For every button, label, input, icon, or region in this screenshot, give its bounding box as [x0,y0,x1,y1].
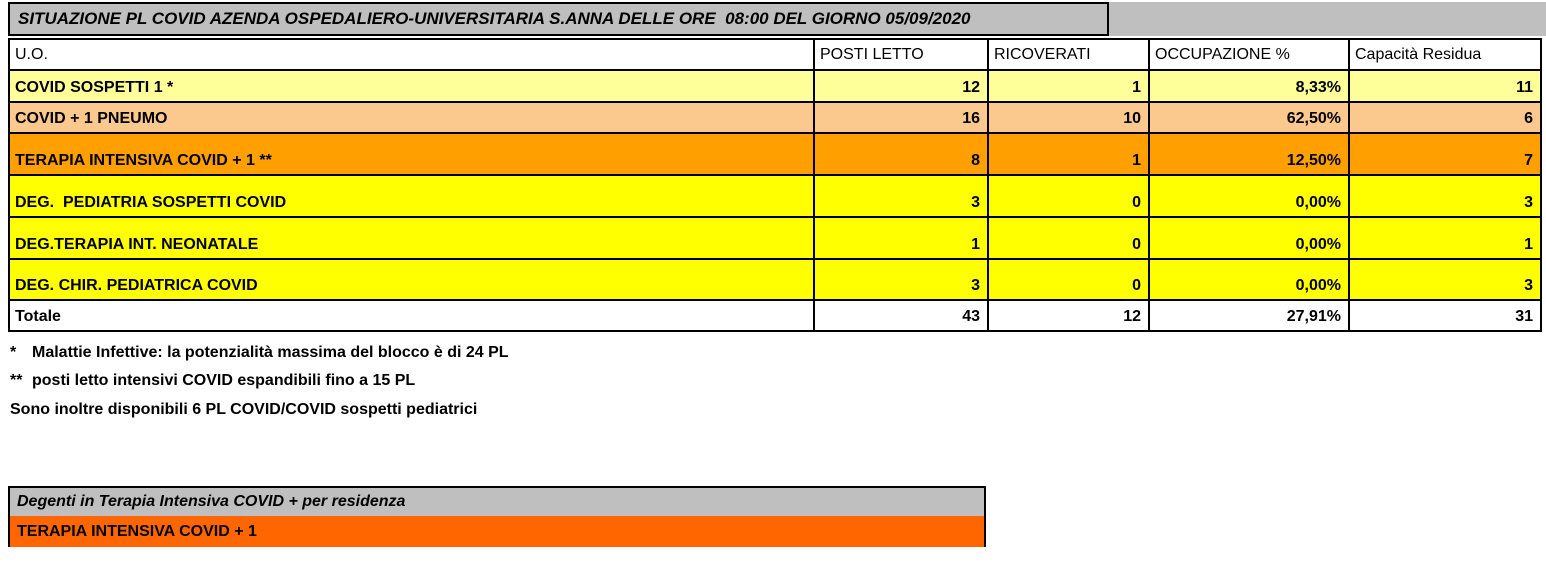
capacita-residua-value: 11 [1348,69,1542,103]
footnote-marker: ** [10,372,23,389]
table-header-row: U.O. POSTI LETTO RICOVERATI OCCUPAZIONE … [8,38,1542,71]
capacita-residua-value: 6 [1348,101,1542,134]
residence-terapia-intensiva-row: TERAPIA INTENSIVA COVID + 1 [8,516,986,547]
ricoverati-value: 10 [987,101,1150,134]
beds-table: U.O. POSTI LETTO RICOVERATI OCCUPAZIONE … [8,38,1542,332]
footnote-malattie-infettive: * Malattie Infettive: la potenzialità mas… [10,343,509,363]
posti-letto-value: 1 [813,216,989,260]
uo-label: COVID + 1 PNEUMO [8,101,815,134]
footnote-pl-pediatrici: Sono inoltre disponibili 6 PL COVID/COVI… [10,400,477,420]
occupazione-value: 0,00% [1148,258,1350,301]
totale-capacita-residua: 31 [1348,299,1542,332]
totale-ricoverati: 12 [987,299,1150,332]
posti-letto-value: 12 [813,69,989,103]
column-header-ricoverati: RICOVERATI [987,38,1150,71]
residence-section-header: Degenti in Terapia Intensiva COVID + per… [8,486,986,516]
capacita-residua-value: 1 [1348,216,1542,260]
footnote-text: Sono inoltre disponibili 6 PL COVID/COVI… [10,401,478,418]
residence-section: Degenti in Terapia Intensiva COVID + per… [8,486,986,547]
uo-label: DEG. PEDIATRIA SOSPETTI COVID [8,174,815,218]
posti-letto-value: 8 [813,132,989,176]
occupazione-value: 0,00% [1148,174,1350,218]
totale-occupazione: 27,91% [1148,299,1350,332]
uo-label: DEG.TERAPIA INT. NEONATALE [8,216,815,260]
column-header-capacita-residua: Capacità Residua [1348,38,1542,71]
footnote-text: Malattie Infettive: la potenzialità mass… [32,344,509,361]
posti-letto-value: 3 [813,174,989,218]
ricoverati-value: 1 [987,132,1150,176]
column-header-uo: U.O. [8,38,815,71]
ricoverati-value: 0 [987,174,1150,218]
table-row-terapia-intensiva: TERAPIA INTENSIVA COVID + 1 ** 8 1 12,50… [8,132,1542,176]
table-row-chir-pediatrica: DEG. CHIR. PEDIATRICA COVID 3 0 0,00% 3 [8,258,1542,301]
table-row-terapia-int-neonatale: DEG.TERAPIA INT. NEONATALE 1 0 0,00% 1 [8,216,1542,260]
occupazione-value: 8,33% [1148,69,1350,103]
table-row-covid-pneumo: COVID + 1 PNEUMO 16 10 62,50% 6 [8,101,1542,134]
ricoverati-value: 0 [987,258,1150,301]
uo-label: COVID SOSPETTI 1 * [8,69,815,103]
ricoverati-value: 1 [987,69,1150,103]
footnote-marker: * [10,344,17,361]
ricoverati-value: 0 [987,216,1150,260]
table-row-pediatria-sospetti: DEG. PEDIATRIA SOSPETTI COVID 3 0 0,00% … [8,174,1542,218]
report-title: SITUAZIONE PL COVID AZENDA OSPEDALIERO-U… [8,2,1109,36]
capacita-residua-value: 7 [1348,132,1542,176]
capacita-residua-value: 3 [1348,174,1542,218]
footnote-text: posti letto intensivi COVID espandibili … [32,372,416,389]
column-header-posti-letto: POSTI LETTO [813,38,989,71]
table-row-covid-sospetti: COVID SOSPETTI 1 * 12 1 8,33% 11 [8,69,1542,103]
capacita-residua-value: 3 [1348,258,1542,301]
table-row-totale: Totale 43 12 27,91% 31 [8,299,1542,332]
occupazione-value: 12,50% [1148,132,1350,176]
footnote-posti-intensivi: ** posti letto intensivi COVID espandibil… [10,371,415,391]
uo-label: DEG. CHIR. PEDIATRICA COVID [8,258,815,301]
totale-label: Totale [8,299,815,332]
column-header-occupazione: OCCUPAZIONE % [1148,38,1350,71]
uo-label: TERAPIA INTENSIVA COVID + 1 ** [8,132,815,176]
posti-letto-value: 16 [813,101,989,134]
occupazione-value: 62,50% [1148,101,1350,134]
totale-posti-letto: 43 [813,299,989,332]
posti-letto-value: 3 [813,258,989,301]
occupazione-value: 0,00% [1148,216,1350,260]
